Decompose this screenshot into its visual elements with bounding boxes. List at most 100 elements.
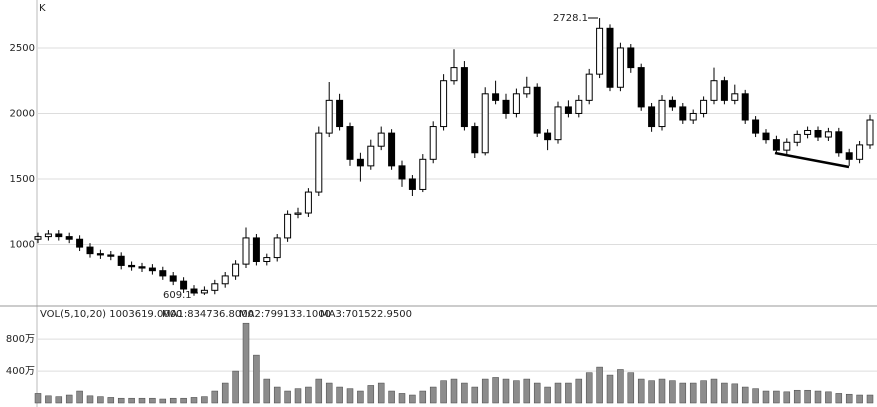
candle-body (450, 67, 458, 82)
volume-bar (450, 378, 458, 404)
volume-bar (55, 396, 63, 404)
volume-bar (554, 382, 562, 404)
candle-body (783, 141, 791, 151)
volume-bar (409, 394, 416, 404)
volume-bar (169, 397, 177, 404)
candle-body (533, 86, 541, 134)
volume-bar (627, 372, 635, 404)
volume-bar (346, 388, 354, 404)
volume-bar (86, 395, 94, 404)
candle-body (304, 191, 312, 214)
annotation: 609.1 (163, 290, 192, 301)
candle-body (55, 233, 63, 238)
candle-body (492, 93, 500, 101)
candle-body (367, 145, 375, 167)
volume-bar (585, 372, 593, 404)
candle-body (741, 93, 749, 121)
volume-bar (117, 397, 125, 404)
volume-bar (648, 380, 655, 404)
candle-body (648, 106, 656, 128)
volume-bar (305, 386, 312, 404)
candle-body (398, 165, 406, 180)
candle-body (190, 288, 198, 294)
volume-bar (76, 390, 83, 404)
volume-bar (533, 382, 541, 404)
volume-bar (700, 380, 707, 404)
candle-body (596, 27, 604, 75)
candle-body (700, 99, 708, 114)
y-tick-label: 800万 (6, 334, 35, 345)
volume-bar (45, 395, 52, 404)
candle-body (752, 119, 760, 134)
volume-bar (367, 385, 375, 404)
volume-bar (190, 397, 198, 404)
candle-body (65, 236, 73, 240)
candle-body (169, 275, 177, 282)
volume-bar (284, 390, 291, 404)
volume-bar (429, 386, 437, 404)
volume-bar (513, 380, 520, 404)
candle-body (793, 133, 801, 143)
volume-bar (544, 386, 551, 404)
candle-body (679, 106, 687, 121)
volume-bar (325, 382, 333, 404)
candle-body (856, 144, 864, 160)
y-tick-label: 1000 (10, 239, 35, 250)
candle-body (554, 106, 562, 141)
candle-body (242, 237, 250, 265)
candle-body (325, 99, 333, 134)
volume-bar (481, 378, 489, 404)
candle-body (772, 139, 780, 151)
volume-bar (294, 388, 302, 404)
volume-bar (773, 390, 780, 404)
volume-bar (835, 393, 843, 404)
candle-body (76, 238, 84, 248)
candle-body (835, 131, 843, 154)
volume-bar (138, 397, 146, 404)
volume-bar (669, 380, 676, 404)
volume-bar (211, 390, 219, 404)
volume-bar (107, 397, 115, 404)
volume-header: MA2:799133.1000 (239, 309, 331, 320)
volume-header: VOL(5,10,20) 1003619.0000 (40, 309, 182, 320)
candle-body (460, 67, 468, 128)
candle-body (471, 126, 479, 154)
y-tick-label: 400万 (6, 366, 35, 377)
volume-bar (721, 382, 728, 404)
volume-bar (97, 396, 104, 404)
candle-body (44, 233, 52, 238)
candle-body (575, 99, 583, 114)
candle-body (356, 158, 364, 167)
volume-bar (793, 389, 801, 404)
volume-bar (637, 378, 645, 404)
volume-bar (658, 378, 666, 404)
candle-body (138, 266, 146, 269)
candle-body (346, 126, 354, 160)
volume-bar (232, 370, 239, 404)
volume-bar (814, 390, 822, 404)
volume-bar (804, 389, 811, 404)
candle-body (481, 93, 489, 154)
candle-body (606, 27, 614, 88)
volume-bar (575, 378, 583, 404)
volume-bar (201, 396, 208, 404)
volume-bar (471, 386, 479, 404)
candle-body (96, 253, 104, 256)
volume-bar (710, 378, 718, 404)
volume-bar (336, 386, 343, 404)
volume-bar (149, 397, 156, 404)
volume-bar (679, 382, 687, 404)
volume-bar (845, 393, 853, 404)
volume-bar (128, 397, 135, 404)
volume-bar (492, 377, 499, 404)
annotation: 2728.1 (553, 13, 588, 24)
y-tick-label: 1500 (10, 174, 35, 185)
candle-body (86, 246, 94, 255)
candle-body (315, 132, 323, 193)
volume-bar (856, 394, 863, 404)
candle-body (252, 237, 260, 263)
candle-body (668, 99, 676, 108)
